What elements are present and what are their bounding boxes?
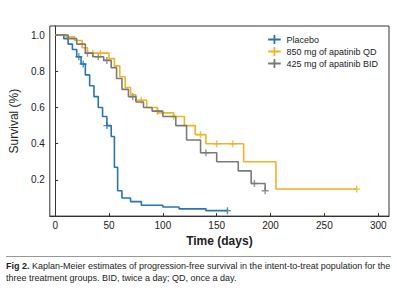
svg-text:300: 300 — [370, 220, 387, 231]
svg-text:50: 50 — [103, 220, 115, 231]
html-text:Fig 2. Kaplan-Meier estimates: Fig 2. Kaplan-Meier estimates of progres… — [6, 261, 391, 283]
svg-text:0: 0 — [52, 220, 58, 231]
svg-text:200: 200 — [262, 220, 279, 231]
svg-text:250: 250 — [316, 220, 333, 231]
svg-text:0.6: 0.6 — [31, 102, 45, 113]
svg-text:Survival (%): Survival (%) — [7, 89, 21, 154]
svg-text:0.8: 0.8 — [31, 66, 45, 77]
svg-text:150: 150 — [208, 220, 225, 231]
svg-text:100: 100 — [155, 220, 172, 231]
svg-text:0.2: 0.2 — [31, 174, 45, 185]
svg-text:0.4: 0.4 — [31, 138, 45, 149]
svg-text:1.0: 1.0 — [31, 30, 45, 41]
svg-text:425 mg of apatinib BID: 425 mg of apatinib BID — [286, 59, 378, 69]
svg-text:Placebo: Placebo — [286, 35, 319, 45]
svg-text:850 mg of apatinib QD: 850 mg of apatinib QD — [286, 47, 377, 57]
svg-text:Time (days): Time (days) — [186, 234, 252, 248]
